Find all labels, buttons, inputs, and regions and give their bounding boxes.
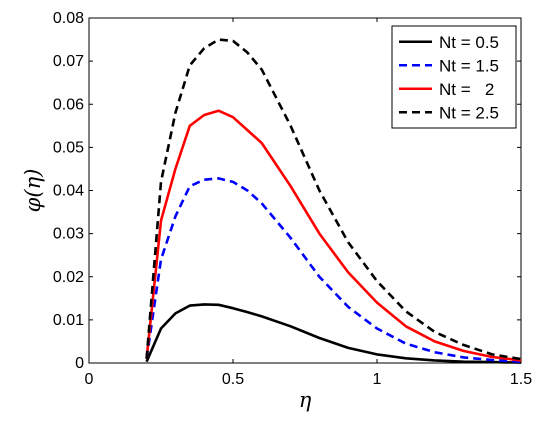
legend-label: Nt = 2.5 [439, 103, 499, 122]
series-line-1 [145, 303, 522, 364]
y-tick-label: 0.05 [53, 139, 84, 156]
y-tick-label: 0.02 [53, 269, 84, 286]
y-tick-label: 0.07 [53, 53, 84, 70]
legend-label: Nt = 0.5 [439, 33, 499, 52]
y-tick-label: 0.03 [53, 226, 84, 243]
x-tick-label: 1.5 [510, 371, 532, 388]
legend-label: Nt = 2 [439, 80, 494, 99]
y-tick-label: 0 [75, 355, 84, 372]
y-tick-label: 0.08 [53, 10, 84, 27]
x-axis-label: η [299, 388, 312, 412]
series-line-3 [145, 109, 522, 362]
y-axis-label: φ(η) [21, 169, 45, 213]
x-tick-label: 0 [85, 371, 94, 388]
y-tick-label: 0.06 [53, 96, 84, 113]
x-tick-label: 1 [373, 371, 382, 388]
series-line-2 [145, 177, 522, 363]
y-tick-label: 0.04 [53, 183, 84, 200]
y-tick-label: 0.01 [53, 312, 84, 329]
legend-label: Nt = 1.5 [439, 56, 499, 75]
x-tick-label: 0.5 [222, 371, 244, 388]
series-line-4 [145, 38, 522, 361]
